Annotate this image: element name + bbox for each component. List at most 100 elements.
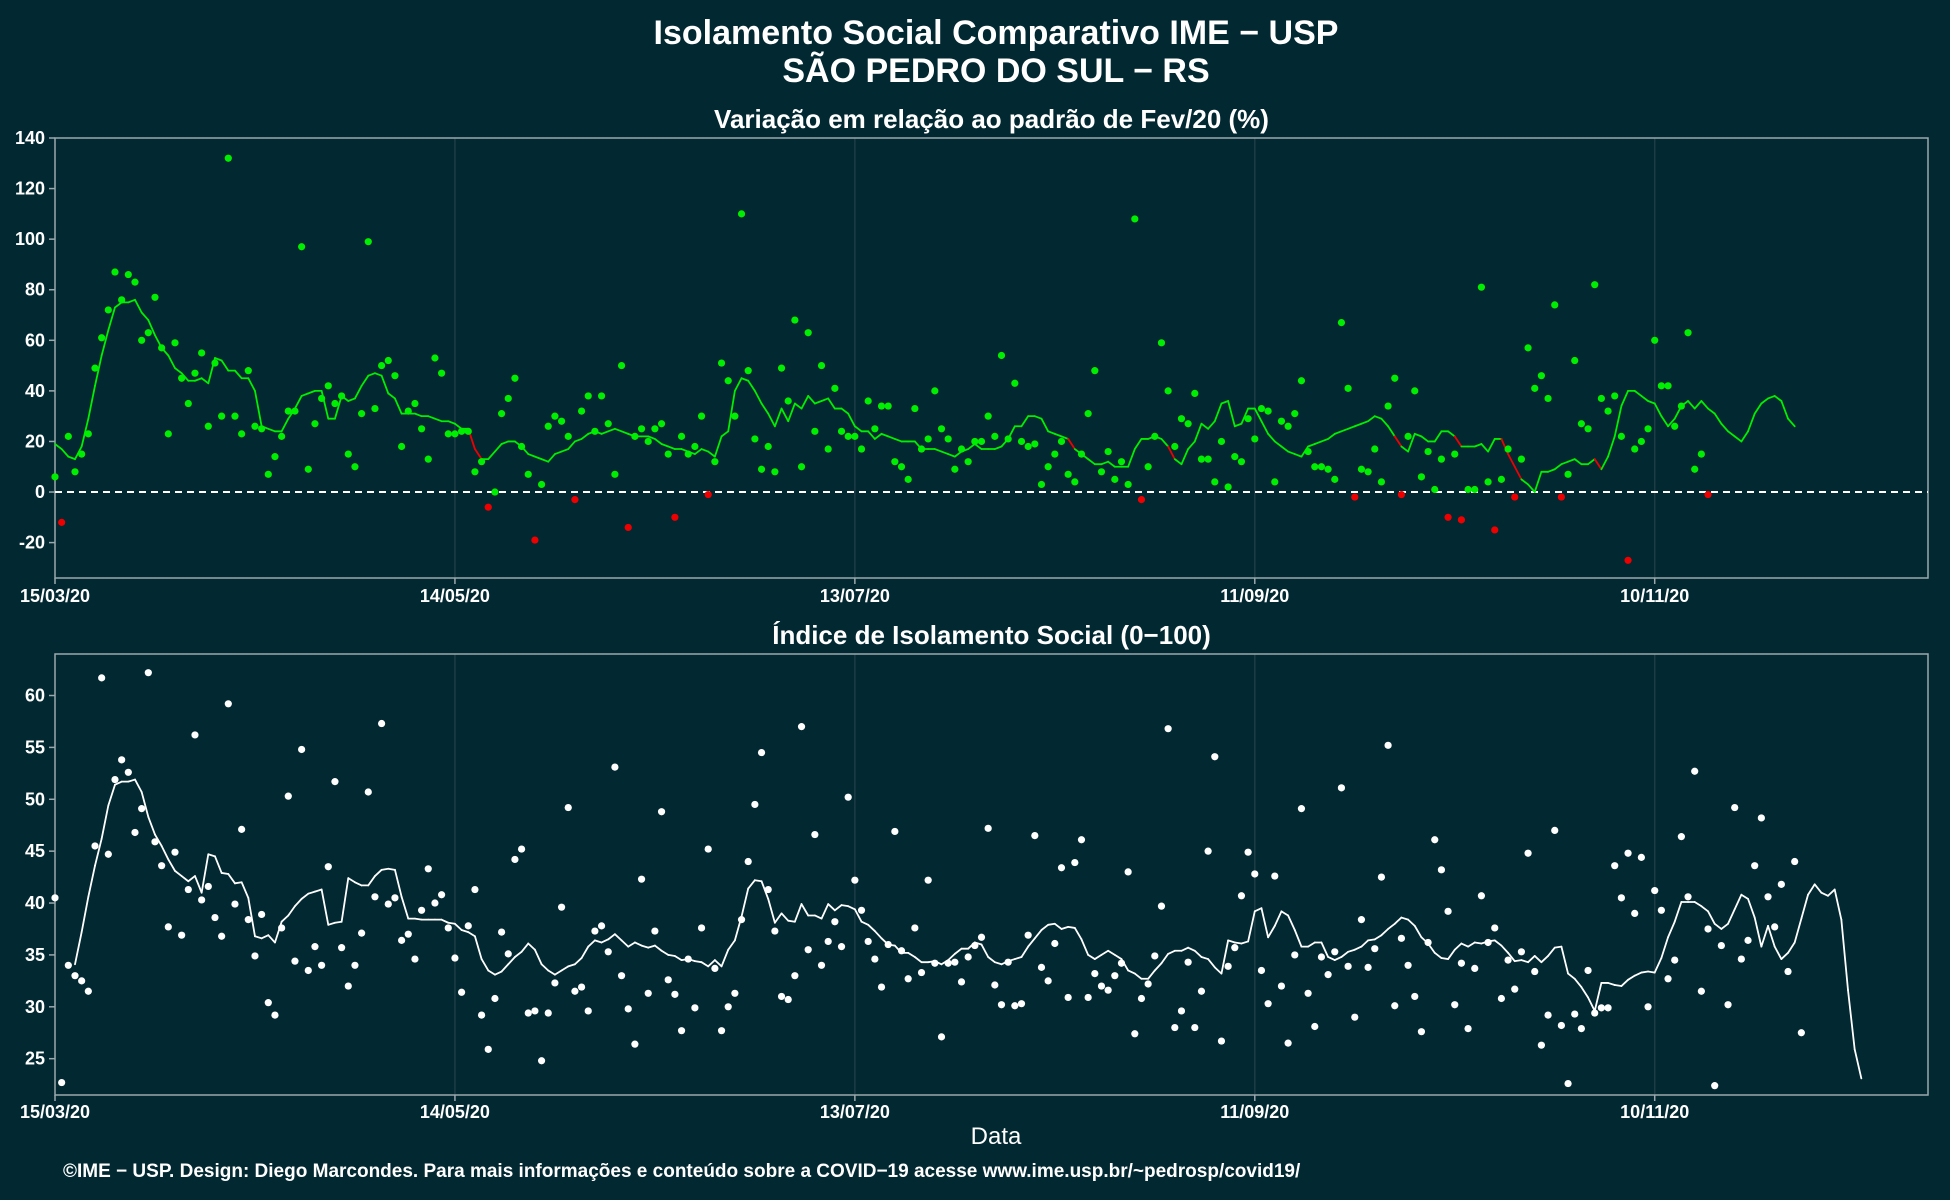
- data-point: [1477, 283, 1486, 291]
- data-point: [111, 268, 119, 276]
- data-point: [1397, 934, 1406, 942]
- data-point: [64, 961, 72, 969]
- data-point: [897, 947, 906, 955]
- moving-average-segment: [1207, 958, 1216, 969]
- moving-average-segment: [1767, 924, 1776, 948]
- moving-average-segment: [287, 905, 296, 917]
- data-point: [551, 412, 559, 420]
- moving-average-segment: [1740, 893, 1749, 900]
- data-point: [697, 924, 706, 932]
- moving-average-segment: [614, 933, 623, 942]
- data-point: [657, 808, 666, 816]
- moving-average-segment: [154, 833, 163, 847]
- moving-average-segment: [1613, 984, 1623, 987]
- moving-average-segment: [307, 389, 316, 395]
- data-point: [1497, 994, 1506, 1003]
- moving-average-segment: [773, 407, 783, 428]
- data-point: [804, 946, 812, 954]
- data-point: [951, 465, 959, 473]
- y-tick-label: 45: [25, 841, 45, 861]
- data-point: [1511, 493, 1519, 501]
- moving-average-segment: [1667, 417, 1676, 428]
- data-point: [864, 397, 872, 405]
- data-point: [1704, 490, 1712, 499]
- data-point: [1391, 1002, 1399, 1010]
- moving-average-segment: [913, 956, 923, 964]
- moving-average-segment: [607, 427, 616, 433]
- data-point: [637, 875, 646, 883]
- data-point: [571, 496, 579, 504]
- data-point: [1204, 847, 1212, 855]
- data-point: [1377, 478, 1386, 486]
- data-point: [577, 407, 586, 415]
- moving-average-segment: [1367, 415, 1376, 423]
- moving-average-segment: [1553, 945, 1563, 949]
- data-point: [1424, 938, 1432, 947]
- data-point: [804, 329, 812, 337]
- data-point: [1404, 961, 1412, 969]
- data-point: [1357, 465, 1366, 473]
- moving-average-segment: [387, 867, 396, 871]
- data-point: [1511, 985, 1519, 993]
- moving-average-segment: [947, 952, 956, 962]
- data-point: [124, 768, 132, 776]
- data-point: [1137, 496, 1146, 504]
- data-point: [1684, 893, 1692, 901]
- data-point: [298, 745, 306, 754]
- data-point: [124, 270, 132, 279]
- data-point: [344, 450, 352, 458]
- data-point: [224, 700, 232, 708]
- data-point: [1451, 1001, 1459, 1009]
- moving-average-segment: [67, 455, 76, 461]
- data-point: [1044, 463, 1052, 471]
- data-point: [291, 957, 299, 965]
- data-point: [891, 458, 899, 466]
- data-point: [198, 896, 206, 904]
- data-point: [1664, 382, 1672, 390]
- moving-average-segment: [594, 939, 603, 944]
- moving-average-segment: [307, 890, 316, 895]
- data-point: [231, 412, 239, 420]
- moving-average-segment: [554, 450, 563, 455]
- data-point: [704, 845, 712, 853]
- data-point: [1117, 959, 1126, 967]
- moving-average-segment: [1347, 425, 1356, 430]
- data-point: [1744, 936, 1752, 944]
- data-point: [111, 775, 119, 784]
- data-point: [491, 994, 499, 1003]
- moving-average-segment: [180, 875, 190, 883]
- data-point: [964, 458, 972, 466]
- data-point: [1517, 948, 1526, 956]
- moving-average-segment: [1100, 460, 1110, 466]
- moving-average-segment: [1640, 395, 1649, 402]
- moving-average-segment: [747, 379, 756, 392]
- data-point: [824, 445, 832, 453]
- moving-average-segment: [160, 845, 170, 861]
- x-tick-label: 10/11/20: [1620, 586, 1689, 606]
- data-point: [1037, 480, 1046, 489]
- moving-average-segment: [820, 903, 830, 920]
- data-point: [171, 848, 179, 856]
- x-tick-label: 13/07/20: [820, 586, 890, 606]
- moving-average-segment: [1260, 907, 1270, 939]
- data-point: [384, 900, 392, 908]
- data-point: [1777, 880, 1785, 888]
- data-point: [164, 430, 172, 438]
- moving-average-segment: [873, 930, 883, 940]
- data-point: [844, 432, 852, 440]
- data-point: [1391, 374, 1399, 382]
- moving-average-segment: [1533, 955, 1543, 964]
- data-point: [511, 855, 519, 864]
- moving-average-segment: [194, 875, 203, 894]
- data-point: [364, 238, 372, 246]
- data-point: [1091, 367, 1099, 375]
- moving-average-segment: [1607, 982, 1616, 986]
- moving-average-segment: [1147, 969, 1156, 980]
- data-point: [1617, 432, 1625, 440]
- footer-credit: ©IME − USP. Design: Diego Marcondes. Par…: [63, 1161, 1301, 1182]
- data-point: [1237, 892, 1246, 900]
- data-point: [1264, 407, 1272, 415]
- data-point: [324, 863, 332, 871]
- moving-average-segment: [907, 951, 916, 958]
- moving-average-segment: [813, 914, 823, 920]
